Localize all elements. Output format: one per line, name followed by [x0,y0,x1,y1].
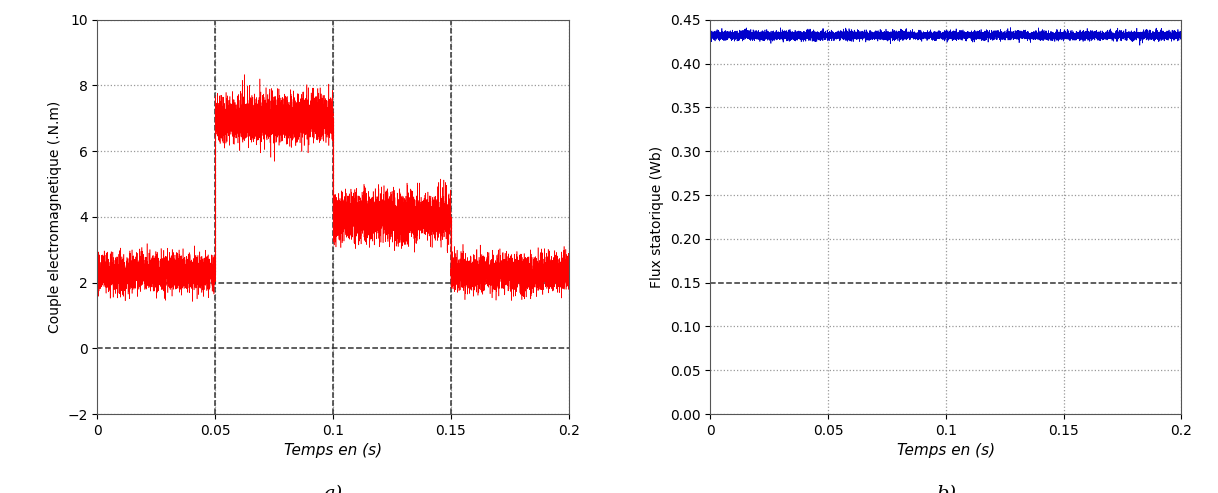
Y-axis label: Flux statorique (Wb): Flux statorique (Wb) [650,146,664,288]
X-axis label: Temps en (s): Temps en (s) [284,443,382,458]
Text: b): b) [935,485,956,493]
Text: a): a) [324,485,342,493]
Y-axis label: Couple electromagnetique (.N.m): Couple electromagnetique (.N.m) [48,101,62,333]
X-axis label: Temps en (s): Temps en (s) [896,443,995,458]
